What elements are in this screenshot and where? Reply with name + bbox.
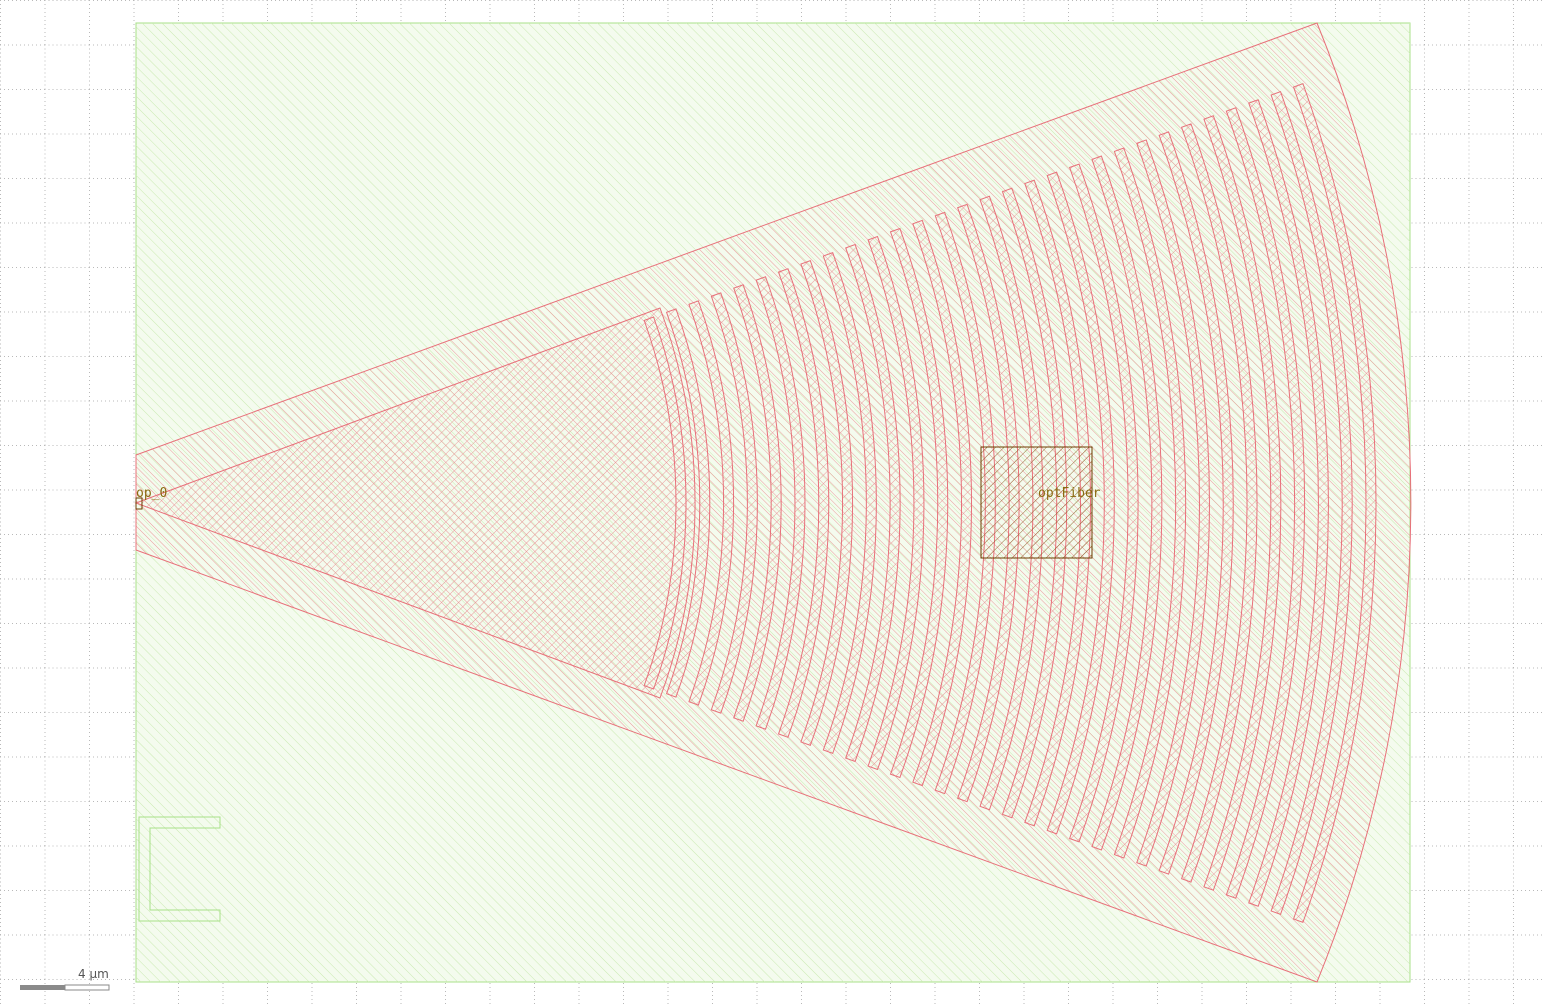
grating-tooth — [934, 211, 996, 795]
grating-tooth — [1091, 155, 1163, 851]
grating-teeth — [643, 82, 1377, 924]
grating-tooth — [1046, 171, 1115, 835]
fiber-box[interactable] — [980, 446, 1093, 559]
port-marker[interactable]: op_0 — [135, 486, 167, 510]
grating-tooth — [1068, 163, 1139, 843]
grating-tooth — [643, 316, 687, 690]
grating-tooth — [665, 308, 711, 698]
taper-region — [134, 307, 696, 699]
grating-tooth — [822, 251, 877, 755]
core-layer — [134, 22, 1412, 983]
grating-tooth — [1180, 123, 1258, 883]
grating-tooth — [1270, 91, 1353, 915]
grating-tooth — [1136, 139, 1210, 867]
grating-tooth — [912, 219, 973, 787]
alignment-bracket — [138, 816, 221, 922]
port-box[interactable] — [135, 497, 143, 510]
grating-tooth — [889, 227, 949, 779]
grating-tooth — [979, 195, 1044, 811]
scale-bar-label: 4 µm — [78, 967, 109, 981]
scale-bar-filled — [20, 985, 65, 990]
grating-tooth — [777, 268, 830, 738]
grating-tooth — [1292, 82, 1377, 924]
scale-bar-empty — [64, 984, 110, 991]
fiber-label: optFiber — [1038, 486, 1101, 501]
grating-tooth — [800, 260, 853, 746]
port-label: op_0 — [136, 486, 167, 501]
grating-tooth — [1001, 187, 1068, 819]
grating-tooth — [1158, 131, 1234, 875]
grating-tooth — [688, 300, 735, 706]
grating-tooth — [1024, 179, 1091, 827]
grating-tooth — [957, 203, 1020, 803]
grating-tooth — [710, 292, 758, 714]
grating-tooth — [845, 243, 901, 763]
grating-tooth — [867, 235, 925, 771]
grating-tooth — [755, 276, 806, 730]
grating-tooth — [1113, 147, 1187, 859]
grating-tooth — [1248, 99, 1329, 907]
scale-bar: 4 µm — [20, 967, 110, 991]
grating-tooth — [1225, 107, 1306, 899]
grating-tooth — [733, 284, 782, 722]
grating-tooth — [1203, 115, 1282, 891]
fiber-marker[interactable]: optFiber — [980, 446, 1101, 559]
